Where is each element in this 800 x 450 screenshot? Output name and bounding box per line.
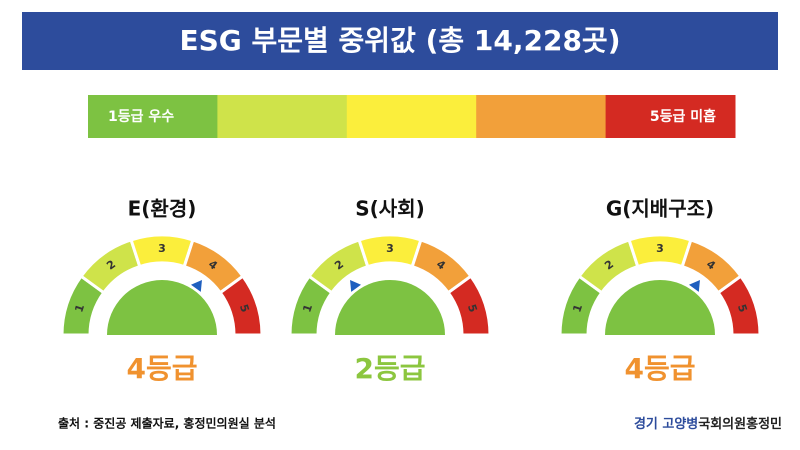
scale-segment: [346, 95, 477, 138]
scale-segment: [605, 95, 736, 138]
gauge-segment: [716, 274, 762, 337]
segment-label: 1: [72, 303, 87, 314]
gauge-label: G(지배구조): [606, 197, 714, 221]
grade-label: 2등급: [354, 352, 425, 385]
credit-district: 경기 고양병: [634, 416, 698, 432]
segment-label: 5: [465, 303, 480, 314]
title: ESG 부문별 중위값 (총 14,228곳): [180, 24, 621, 57]
segment-label: 1: [570, 303, 585, 314]
segment-label: 3: [656, 242, 664, 255]
gauge-needle: [191, 279, 202, 292]
gauge-needle: [350, 279, 361, 292]
scale-best-label: 1등급 우수: [108, 109, 174, 125]
segment-label: 3: [158, 242, 166, 255]
credit-name: 국회의원홍정민: [698, 416, 782, 432]
gauge-core: [335, 280, 445, 335]
gauge-core: [605, 280, 715, 335]
grade-label: 4등급: [126, 352, 197, 385]
source: 출처 : 중진공 제출자료, 홍정민의원실 분석: [58, 416, 276, 431]
scale-segment: [217, 95, 348, 138]
gauge-needle: [689, 279, 700, 292]
credit: 경기 고양병국회의원홍정민: [634, 416, 782, 432]
grade-label: 4등급: [624, 352, 695, 385]
scale-bar: [88, 95, 736, 138]
title-banner: [22, 12, 778, 70]
gauge-label: S(사회): [355, 197, 425, 221]
gauge-segment: [446, 274, 492, 337]
segment-label: 1: [300, 303, 315, 314]
scale-segment: [88, 95, 218, 138]
segment-label: 3: [386, 242, 394, 255]
gauge-core: [107, 280, 217, 335]
segment-label: 5: [735, 303, 750, 314]
segment-label: 5: [237, 303, 252, 314]
scale-segment: [476, 95, 607, 138]
gauge-label: E(환경): [128, 197, 197, 221]
gauge-segment: [218, 274, 264, 337]
scale-worst-label: 5등급 미흡: [650, 108, 716, 125]
